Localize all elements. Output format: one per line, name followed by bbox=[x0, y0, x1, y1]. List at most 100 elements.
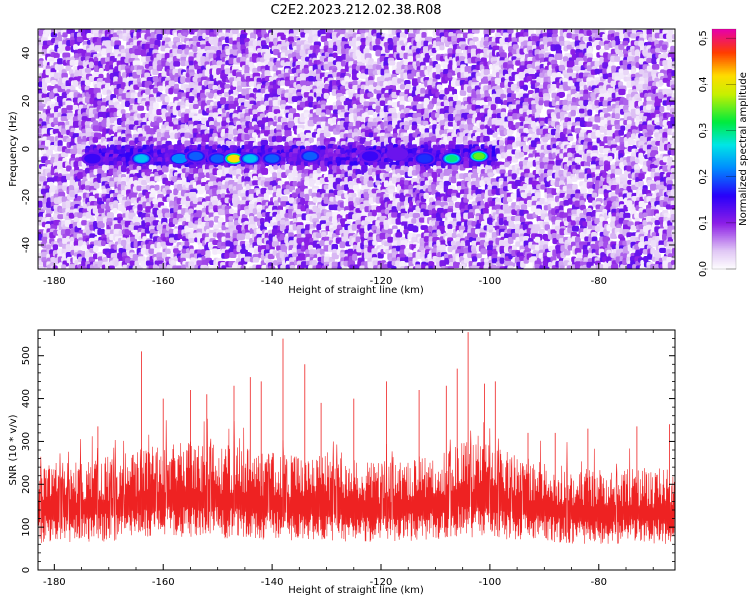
heatmap-cell bbox=[152, 198, 158, 205]
heatmap-cell bbox=[208, 92, 214, 99]
heatmap-cell bbox=[113, 148, 120, 155]
heatmap-cell bbox=[395, 232, 403, 238]
heatmap-cell bbox=[80, 265, 88, 269]
heatmap-cell bbox=[355, 236, 361, 243]
heatmap-cell bbox=[73, 161, 79, 168]
heatmap-cell bbox=[399, 84, 406, 90]
heatmap-cell bbox=[387, 236, 394, 243]
heatmap-cell bbox=[375, 38, 381, 45]
heatmap-cell bbox=[52, 244, 59, 251]
heatmap-cell bbox=[309, 249, 317, 255]
heatmap-cell bbox=[375, 49, 382, 57]
heatmap-cell bbox=[61, 175, 67, 183]
heatmap-cell bbox=[81, 220, 88, 226]
heatmap-cell bbox=[260, 140, 269, 146]
heatmap-cell bbox=[65, 200, 72, 207]
heatmap-cell bbox=[263, 193, 269, 200]
heatmap-cell bbox=[65, 244, 71, 252]
heatmap-cell bbox=[192, 104, 199, 110]
heatmap-cell bbox=[50, 68, 57, 74]
heatmap-cell bbox=[224, 83, 231, 89]
heatmap-cell bbox=[97, 221, 105, 228]
heatmap-cell bbox=[105, 184, 111, 189]
heatmap-cell bbox=[84, 68, 92, 73]
heatmap-cell bbox=[427, 104, 434, 110]
heatmap-cell bbox=[41, 251, 48, 259]
heatmap-cell bbox=[431, 171, 438, 178]
heatmap-cell bbox=[275, 191, 282, 198]
heatmap-cell bbox=[383, 223, 390, 230]
heatmap-cell bbox=[284, 130, 292, 137]
heatmap-cell bbox=[73, 80, 79, 87]
heatmap-cell bbox=[320, 165, 328, 172]
heatmap-cell bbox=[61, 264, 67, 269]
heatmap-cell bbox=[228, 208, 234, 214]
heatmap-cell bbox=[112, 208, 118, 214]
heatmap-cell bbox=[164, 212, 171, 218]
heatmap-cell bbox=[180, 199, 186, 205]
heatmap-cell bbox=[152, 264, 159, 269]
heatmap-cell bbox=[114, 260, 120, 267]
heatmap-cell bbox=[403, 124, 410, 130]
heatmap-cell bbox=[415, 264, 422, 269]
heatmap-cell bbox=[368, 132, 374, 138]
heatmap-cell bbox=[192, 45, 198, 53]
heatmap-cell bbox=[94, 193, 101, 199]
heatmap-cell bbox=[435, 74, 441, 80]
heatmap-cell bbox=[76, 221, 82, 229]
heatmap-cell bbox=[97, 228, 105, 236]
heatmap-cell bbox=[113, 44, 120, 50]
heatmap-cell bbox=[53, 52, 60, 59]
heatmap-cell bbox=[283, 189, 290, 195]
heatmap-cell bbox=[116, 144, 123, 150]
heatmap-cell bbox=[88, 87, 96, 95]
heatmap-cell bbox=[116, 265, 124, 269]
heatmap-cell bbox=[38, 127, 43, 134]
heatmap-cell bbox=[379, 111, 385, 119]
heatmap-cell bbox=[224, 253, 230, 259]
heatmap-cell bbox=[431, 184, 436, 191]
heatmap-cell bbox=[97, 208, 105, 214]
heatmap-cell bbox=[307, 96, 314, 103]
heatmap-cell bbox=[399, 196, 405, 202]
heatmap-cell bbox=[68, 91, 75, 98]
heatmap-cell bbox=[436, 84, 443, 90]
heatmap-cell bbox=[188, 60, 194, 66]
figure-title: C2E2.2023.212.02.38.R08 bbox=[270, 3, 441, 18]
heatmap-cell bbox=[218, 217, 224, 223]
heatmap-cell bbox=[46, 201, 53, 208]
heatmap-cell bbox=[77, 172, 84, 180]
heatmap-cell bbox=[65, 45, 71, 51]
heatmap-cell bbox=[164, 96, 170, 103]
heatmap-cell bbox=[88, 61, 94, 69]
heatmap-cell bbox=[57, 58, 64, 65]
heatmap-cell bbox=[100, 105, 106, 112]
heatmap-cell bbox=[341, 236, 349, 243]
heatmap-cell bbox=[93, 245, 99, 253]
heatmap-cell bbox=[407, 56, 414, 62]
heatmap-cell bbox=[341, 60, 346, 67]
heatmap-cell bbox=[431, 213, 437, 219]
heatmap-cell bbox=[41, 88, 47, 94]
heatmap-cell bbox=[68, 264, 77, 269]
heatmap-cell bbox=[112, 97, 119, 103]
heatmap-cell bbox=[387, 44, 394, 51]
heatmap-cell bbox=[56, 96, 64, 103]
heatmap-cell bbox=[53, 88, 59, 94]
heatmap-cell bbox=[84, 79, 91, 86]
heatmap-cell bbox=[45, 29, 53, 34]
heatmap-cell bbox=[321, 231, 327, 238]
heatmap-cell bbox=[86, 33, 94, 39]
heatmap-cell bbox=[367, 180, 374, 188]
heatmap-cell bbox=[89, 44, 96, 52]
heatmap-cell bbox=[72, 104, 79, 111]
heatmap-cell bbox=[240, 233, 246, 240]
heatmap-cell bbox=[153, 102, 159, 110]
heatmap-cell bbox=[391, 212, 399, 218]
heatmap-cell bbox=[295, 140, 302, 147]
heatmap-cell bbox=[304, 193, 310, 201]
heatmap-cell bbox=[73, 240, 79, 247]
heatmap-cell bbox=[57, 80, 63, 86]
heatmap-cell bbox=[46, 177, 55, 184]
heatmap-cell bbox=[38, 105, 44, 111]
